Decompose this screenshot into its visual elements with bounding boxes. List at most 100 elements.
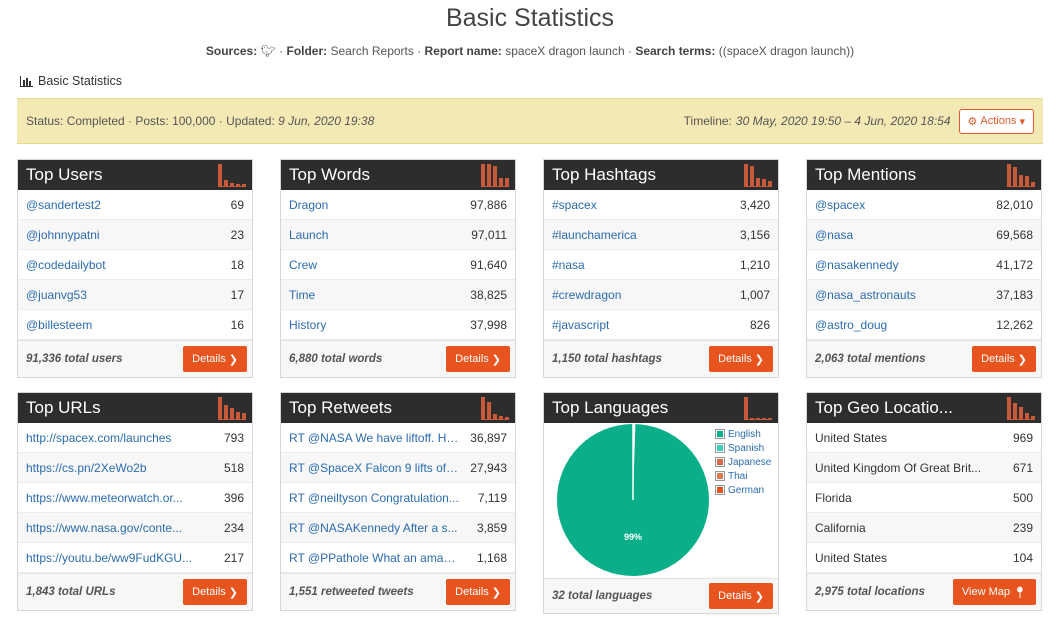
list-item-link[interactable]: https://cs.pn/2XeWo2b [26,460,147,475]
list-item: Florida 500 [807,483,1041,513]
panel-title: Top Geo Locatio... [815,398,953,417]
list-item: @spacex 82,010 [807,190,1041,220]
details-button[interactable]: Details ❯ [446,579,510,605]
list-item-label: Florida [815,490,852,505]
list-item-value: 3,859 [476,520,507,535]
page-title: Basic Statistics [445,4,615,32]
legend-item[interactable]: Thai [716,469,771,483]
list-item-link[interactable]: @johnnypatni [26,227,100,242]
list-item-value: 1,168 [476,550,507,565]
list-item: @johnnypatni 23 [18,220,252,250]
list-item-link[interactable]: @sandertest2 [26,197,101,212]
list-item-link[interactable]: @spacex [815,197,866,212]
list-item-value: 671 [1012,460,1033,475]
list-item-link[interactable]: @nasakennedy [815,257,899,272]
mini-chart-icon [481,163,509,187]
view-map-button[interactable]: View Map 📍︎ [952,579,1036,605]
panel-total: 2,975 total locations [815,586,925,598]
details-button[interactable]: Details ❯ [709,346,773,372]
list-item-link[interactable]: @astro_doug [815,317,888,332]
list-item-link[interactable]: @codedailybot [26,257,106,272]
report-info: Sources: 🐦︎ · Folder: Search Reports · R… [205,44,855,58]
list-item-value: 7,119 [477,490,507,505]
legend-item[interactable]: Spanish [716,441,771,455]
list-item: Crew 91,640 [281,250,515,280]
list-item: RT @SpaceX Falcon 9 lifts off... 27,943 [281,453,515,483]
list-item-value: 37,183 [996,287,1033,302]
list-item-value: 23 [230,227,244,242]
details-button[interactable]: Details ❯ [183,346,247,372]
details-label: Details [192,353,226,365]
list-item-link[interactable]: https://youtu.be/ww9FudKGU... [26,550,193,565]
panel-header: Top Geo Locatio... [807,393,1041,423]
list: #spacex 3,420 #launchamerica 3,156 #nasa 1,… [544,190,778,340]
list-item-link[interactable]: #launchamerica [552,227,637,242]
pie-percent-label: 99% [624,532,642,542]
list-item-link[interactable]: #spacex [552,197,597,212]
list-item: http://spacex.com/launches 793 [18,423,252,453]
list-item-link[interactable]: @nasa [815,227,854,242]
details-label: Details [718,590,752,602]
list-item-value: 826 [749,317,770,332]
list-item: History 37,998 [281,310,515,340]
details-button[interactable]: Details ❯ [709,583,773,609]
search-terms-label: Search terms: [635,44,716,58]
panel-title: Top Words [289,165,370,184]
list-item-link[interactable]: RT @PPathole What an amaz... [289,550,459,565]
list-item-label: United States [815,430,888,445]
list-item-link[interactable]: http://spacex.com/launches [26,430,172,445]
twitter-icon: 🐦︎ [260,44,276,58]
details-button[interactable]: Details ❯ [446,346,510,372]
list-item: @juanvg53 17 [18,280,252,310]
legend-item[interactable]: Japanese [716,455,771,469]
list-item: @nasa_astronauts 37,183 [807,280,1041,310]
list-item: RT @NASAKennedy After a s... 3,859 [281,513,515,543]
list-item-link[interactable]: RT @neiltyson Congratulation... [289,490,459,505]
legend-item[interactable]: German [716,483,771,497]
list-item-link[interactable]: History [289,317,327,332]
list-item: United Kingdom Of Great Brit... 671 [807,453,1041,483]
mini-chart-icon [1007,396,1035,420]
list-item-value: 38,825 [470,287,507,302]
list-item-link[interactable]: RT @SpaceX Falcon 9 lifts off... [289,460,459,475]
chevron-right-icon: ❯ [754,353,764,366]
mini-chart-icon [218,163,246,187]
list-item-link[interactable]: @juanvg53 [26,287,87,302]
list-item-link[interactable]: Dragon [289,197,329,212]
list-item-link[interactable]: @nasa_astronauts [815,287,916,302]
list-item-value: 27,943 [470,460,507,475]
list-item-link[interactable]: @billesteem [26,317,93,332]
chevron-right-icon: ❯ [1017,353,1027,366]
mini-chart-icon [481,396,509,420]
list-item-link[interactable]: Time [289,287,316,302]
list-item-link[interactable]: #nasa [552,257,585,272]
list-item-value: 1,007 [739,287,770,302]
list-item-link[interactable]: https://www.nasa.gov/conte... [26,520,183,535]
details-button[interactable]: Details ❯ [972,346,1036,372]
details-label: Details [192,586,226,598]
list-item-link[interactable]: Crew [289,257,318,272]
list-item-label: United States [815,550,888,565]
details-button[interactable]: Details ❯ [183,579,247,605]
language-pie-chart: 99% English Spanish Japanese Thai German [544,423,778,578]
panel-top-users: Top Users @sandertest2 69 @johnnypatni 23 … [17,159,253,378]
list-item-value: 41,172 [996,257,1033,272]
panel-total: 1,551 retweeted tweets [289,586,414,598]
list-item-link[interactable]: #javascript [552,317,610,332]
gear-icon: ⚙ [967,115,978,128]
list-item-link[interactable]: RT @NASAKennedy After a s... [289,520,458,535]
mini-chart-icon [744,396,772,420]
actions-button[interactable]: ⚙ Actions ▾ [958,108,1034,134]
list-item-link[interactable]: Launch [289,227,329,242]
panel-total: 6,880 total words [289,353,383,365]
list-item-link[interactable]: RT @NASA We have liftoff. Hi... [289,430,459,445]
list-item-value: 217 [223,550,244,565]
list-item-link[interactable]: https://www.meteorwatch.or... [26,490,183,505]
panel-footer: 91,336 total users Details ❯ [18,340,252,377]
list-item-link[interactable]: #crewdragon [552,287,622,302]
list-item-value: 97,011 [471,227,507,242]
legend-item[interactable]: English [716,427,771,441]
chevron-right-icon: ❯ [491,353,501,366]
list-item: @nasa 69,568 [807,220,1041,250]
list-item-value: 37,998 [470,317,507,332]
